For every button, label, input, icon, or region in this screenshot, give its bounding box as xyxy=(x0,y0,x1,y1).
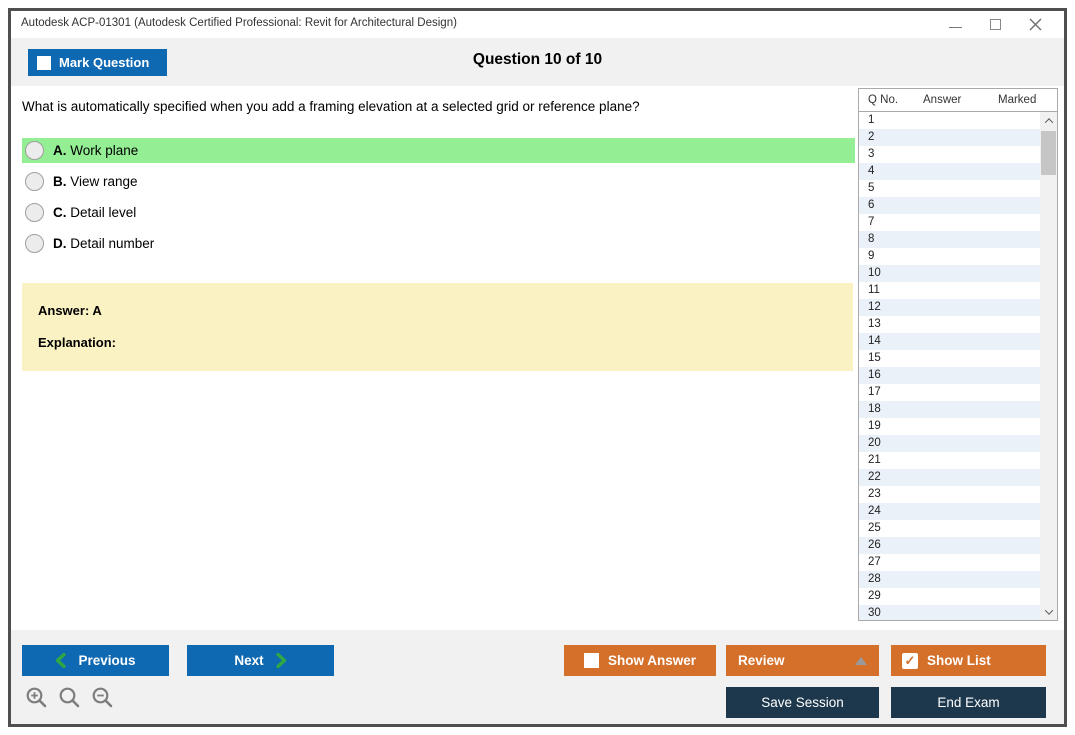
question-list-row[interactable]: 4 xyxy=(859,163,1040,180)
zoom-controls xyxy=(25,686,115,710)
zoom-in-icon[interactable] xyxy=(25,686,49,710)
next-label: Next xyxy=(234,653,264,668)
question-list-row[interactable]: 30 xyxy=(859,605,1040,620)
question-list-row[interactable]: 12 xyxy=(859,299,1040,316)
show-answer-checkbox-icon[interactable] xyxy=(583,653,599,668)
question-list-row[interactable]: 5 xyxy=(868,182,875,194)
previous-button[interactable]: Previous xyxy=(22,645,169,676)
show-list-button[interactable]: ✓ Show List xyxy=(891,645,1046,676)
save-session-button[interactable]: Save Session xyxy=(726,687,879,718)
option-label: Detail number xyxy=(70,236,155,251)
footer-toolbar: Previous Next Show Answer Review ✓ Show … xyxy=(11,630,1064,724)
question-list-row[interactable]: 10 xyxy=(859,265,1040,282)
option-a[interactable]: A. Work plane xyxy=(22,138,855,163)
zoom-reset-icon[interactable] xyxy=(58,686,82,710)
mark-question-label: Mark Question xyxy=(59,55,150,70)
question-list-row[interactable]: 20 xyxy=(859,435,1040,452)
radio-icon[interactable] xyxy=(25,203,44,222)
column-marked: Marked xyxy=(998,94,1037,106)
question-list: 1 2 3 4 5 6 7 8 9 10 11 12 13 14 15 16 17 18 19 20 21 22 23 24 2… xyxy=(859,112,1057,620)
question-list-row[interactable]: 28 xyxy=(859,571,1040,588)
zoom-out-icon[interactable] xyxy=(91,686,115,710)
option-letter: C. xyxy=(53,205,67,220)
option-b[interactable]: B. View range xyxy=(22,169,855,194)
question-list-row[interactable]: 8 xyxy=(859,231,1040,248)
chevron-right-icon xyxy=(275,653,286,668)
answer-text: Answer: A xyxy=(38,303,102,318)
question-list-header: Q No. Answer Marked xyxy=(859,89,1057,112)
previous-label: Previous xyxy=(78,653,136,668)
title-bar: Autodesk ACP-01301 (Autodesk Certified P… xyxy=(11,11,1064,38)
scrollbar-thumb[interactable] xyxy=(1041,131,1056,175)
question-list-row[interactable]: 6 xyxy=(859,197,1040,214)
next-button[interactable]: Next xyxy=(187,645,334,676)
option-label: Detail level xyxy=(70,205,137,220)
question-list-row[interactable]: 9 xyxy=(868,250,875,262)
minimize-button[interactable] xyxy=(948,18,962,32)
option-c[interactable]: C. Detail level xyxy=(22,200,855,225)
question-list-row[interactable]: 13 xyxy=(868,318,881,330)
question-list-panel: Q No. Answer Marked 1 2 3 4 5 6 7 8 9 10 11 12 13 14 1… xyxy=(858,88,1058,621)
question-counter: Question 10 of 10 xyxy=(472,51,603,68)
column-answer: Answer xyxy=(923,94,962,106)
top-toolbar: Mark Question Question 10 of 10 xyxy=(11,38,1064,86)
end-exam-label: End Exam xyxy=(937,695,1000,710)
question-list-row[interactable]: 23 xyxy=(868,488,881,500)
main-area: What is automatically specified when you… xyxy=(11,86,1064,630)
exam-window: Autodesk ACP-01301 (Autodesk Certified P… xyxy=(8,8,1067,727)
question-list-row[interactable]: 11 xyxy=(868,284,880,296)
option-label: View range xyxy=(70,174,138,189)
show-answer-label: Show Answer xyxy=(607,653,696,668)
question-list-row[interactable]: 22 xyxy=(859,469,1040,486)
question-list-row[interactable]: 26 xyxy=(859,537,1040,554)
question-list-row[interactable]: 21 xyxy=(868,454,881,466)
question-list-row[interactable]: 27 xyxy=(868,556,881,568)
radio-icon[interactable] xyxy=(25,172,44,191)
question-list-row[interactable]: 14 xyxy=(859,333,1040,350)
question-list-row[interactable]: 2 xyxy=(859,129,1040,146)
window-title: Autodesk ACP-01301 (Autodesk Certified P… xyxy=(21,17,457,29)
question-list-row[interactable]: 17 xyxy=(868,386,881,398)
review-label: Review xyxy=(738,653,785,668)
option-d[interactable]: D. Detail number xyxy=(22,231,855,256)
show-answer-button[interactable]: Show Answer xyxy=(564,645,716,676)
question-list-row[interactable]: 1 xyxy=(868,114,875,126)
explanation-text: Explanation: xyxy=(38,335,117,350)
option-letter: D. xyxy=(53,236,67,251)
answer-explanation-panel: Answer: A Explanation: xyxy=(22,283,853,371)
save-session-label: Save Session xyxy=(761,695,844,710)
option-letter: A. xyxy=(53,143,67,158)
question-list-row[interactable]: 7 xyxy=(868,216,875,228)
question-list-row[interactable]: 24 xyxy=(859,503,1040,520)
mark-question-checkbox-icon[interactable] xyxy=(37,55,51,70)
radio-icon[interactable] xyxy=(25,141,44,160)
option-label: Work plane xyxy=(70,143,139,158)
radio-icon[interactable] xyxy=(25,234,44,253)
scroll-up-icon[interactable] xyxy=(1040,112,1057,129)
question-list-row[interactable]: 29 xyxy=(868,590,881,602)
mark-question-button[interactable]: Mark Question xyxy=(28,49,167,76)
show-list-label: Show List xyxy=(927,653,991,668)
question-list-row[interactable]: 19 xyxy=(868,420,881,432)
show-list-checked-checkbox-icon[interactable]: ✓ xyxy=(902,652,918,669)
option-letter: B. xyxy=(53,174,67,189)
question-list-row[interactable]: 3 xyxy=(868,148,875,160)
review-dropdown-button[interactable]: Review xyxy=(726,645,879,676)
question-list-row[interactable]: 18 xyxy=(859,401,1040,418)
end-exam-button[interactable]: End Exam xyxy=(891,687,1046,718)
scroll-down-icon[interactable] xyxy=(1040,603,1057,620)
window-controls xyxy=(948,11,1056,38)
maximize-button[interactable] xyxy=(988,18,1002,32)
scrollbar[interactable] xyxy=(1040,112,1057,620)
chevron-left-icon xyxy=(56,653,67,668)
question-list-row[interactable]: 25 xyxy=(868,522,881,534)
question-list-row[interactable]: 15 xyxy=(868,352,881,364)
column-qno: Q No. xyxy=(868,94,899,106)
question-text: What is automatically specified when you… xyxy=(22,99,640,114)
question-list-row[interactable]: 16 xyxy=(859,367,1040,384)
close-button[interactable] xyxy=(1028,18,1042,32)
triangle-up-icon xyxy=(855,656,867,665)
